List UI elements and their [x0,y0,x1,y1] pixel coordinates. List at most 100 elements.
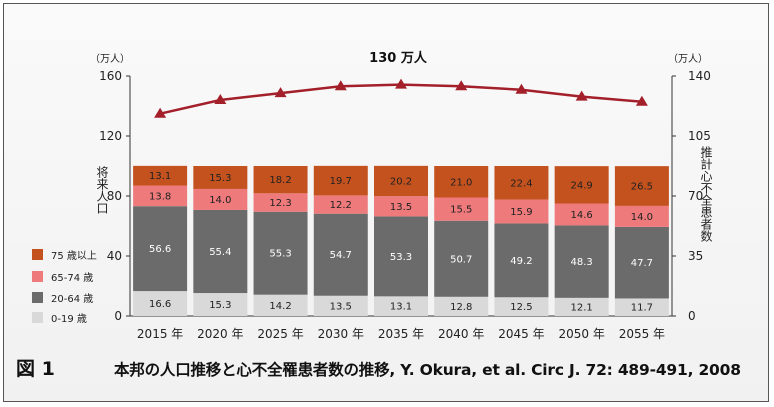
data-label: 22.4 [510,178,532,189]
data-label: 48.3 [571,257,593,268]
data-label: 47.7 [631,258,653,269]
x-tick-label: 2015 年 [137,327,183,341]
data-label: 14.0 [209,195,231,206]
data-label: 21.0 [450,177,472,188]
caption-text: 本邦の人口推移と心不全罹患者数の推移, Y. Okura, et al. Cir… [114,361,741,379]
data-label: 15.3 [209,173,231,184]
bar-segment [434,197,489,221]
line-marker [334,80,347,91]
bar-segment [374,196,428,217]
line-marker [575,90,588,101]
data-label: 19.7 [330,176,352,187]
x-tick-label: 2020 年 [197,327,243,341]
bar-segment [614,298,669,316]
data-label: 12.5 [510,302,532,313]
legend-label: 0-19 歳 [51,314,87,325]
right-tick-label: 0 [688,309,696,323]
legend-label: 65-74 歳 [51,273,94,284]
x-tick-label: 2035 年 [378,327,424,341]
data-label: 14.6 [571,210,593,221]
bar-segment [494,199,549,224]
legend-label: 20-64 歳 [51,294,94,305]
data-label: 13.8 [149,191,171,202]
line-marker [214,94,227,104]
figure-caption: 図 1 本邦の人口推移と心不全罹患者数の推移, Y. Okura, et al. … [16,354,761,380]
data-label: 12.1 [571,302,593,313]
legend-swatch [32,249,43,260]
right-tick-label: 35 [688,249,703,263]
data-label: 26.5 [631,182,653,193]
data-label: 15.3 [209,300,231,311]
legend-item: 0-19 歳 [32,310,87,325]
bar-segment [554,203,609,226]
bar-segment [133,185,188,207]
data-label: 16.6 [149,299,171,310]
heart-failure-line [159,83,642,115]
bar-segment [253,211,308,295]
data-label: 14.0 [631,212,653,223]
x-tick-label: 2055 年 [619,327,665,341]
bar-segment [554,166,609,204]
data-label: 15.9 [510,207,532,218]
data-label: 13.5 [330,301,352,312]
left-tick-label: 160 [99,69,122,83]
legend-item: 20-64 歳 [32,290,94,305]
left-axis-unit: （万人） [90,53,130,65]
data-label: 20.2 [390,177,412,188]
data-label: 13.1 [390,302,412,313]
data-label: 13.5 [390,202,412,213]
bar-segment [313,295,368,316]
line-marker [274,87,287,98]
bar-segment [313,195,368,214]
figure-frame: 0 40 80 120 160 0 35 70 105 140 2015 年 2020 年 2025 年… [3,3,769,402]
x-tick-label: 2030 年 [318,327,364,341]
bar-segment [434,296,489,316]
line-marker [154,107,167,118]
left-axis-label: 将来人口 [95,166,109,214]
bar-segment [253,294,308,316]
left-tick-label: 40 [107,249,122,263]
bar-segment [133,206,188,292]
bar-segment [614,205,669,227]
data-label: 13.1 [149,171,171,182]
x-tick-label: 2025 年 [257,327,303,341]
bar-segment [193,166,248,189]
bar-segment [554,297,609,316]
right-axis-unit: （万人） [668,53,708,65]
legend-label: 75 歳以上 [51,251,97,262]
line-marker [515,83,528,94]
bar-segment [313,213,368,296]
bar-segment [494,166,549,200]
line-marker [455,80,468,91]
right-tick-label: 105 [688,129,711,143]
bar-segment [374,165,428,197]
data-label: 56.6 [149,244,171,255]
line-marker [395,78,407,89]
data-label: 12.2 [330,200,352,211]
data-label: 12.8 [450,302,472,313]
bar-segment [434,220,489,297]
bar-segment [614,226,669,299]
figure-label: 図 1 [16,358,55,380]
data-label: 55.3 [269,249,291,260]
x-tick-label: 2045 年 [498,327,544,341]
chart-annotation: 130 万人 [369,50,428,66]
data-label: 50.7 [450,254,472,265]
data-label: 49.2 [510,256,532,267]
bar-segment [374,216,428,297]
left-tick-label: 120 [99,129,122,143]
data-label: 55.4 [209,247,231,258]
x-tick-label: 2050 年 [558,327,604,341]
bar-segment [133,165,188,186]
right-tick-label: 70 [688,189,703,203]
line-marker [635,95,648,106]
bar-segment [434,166,489,198]
bar-segment [133,291,188,316]
left-tick-label: 0 [114,309,122,323]
data-label: 11.7 [631,303,653,314]
bar-segment [374,296,428,316]
data-label: 18.2 [269,175,291,186]
right-axis-label: 推計心不全患者数 [699,146,713,243]
bar-segment [614,166,669,206]
data-label: 24.9 [571,180,593,191]
